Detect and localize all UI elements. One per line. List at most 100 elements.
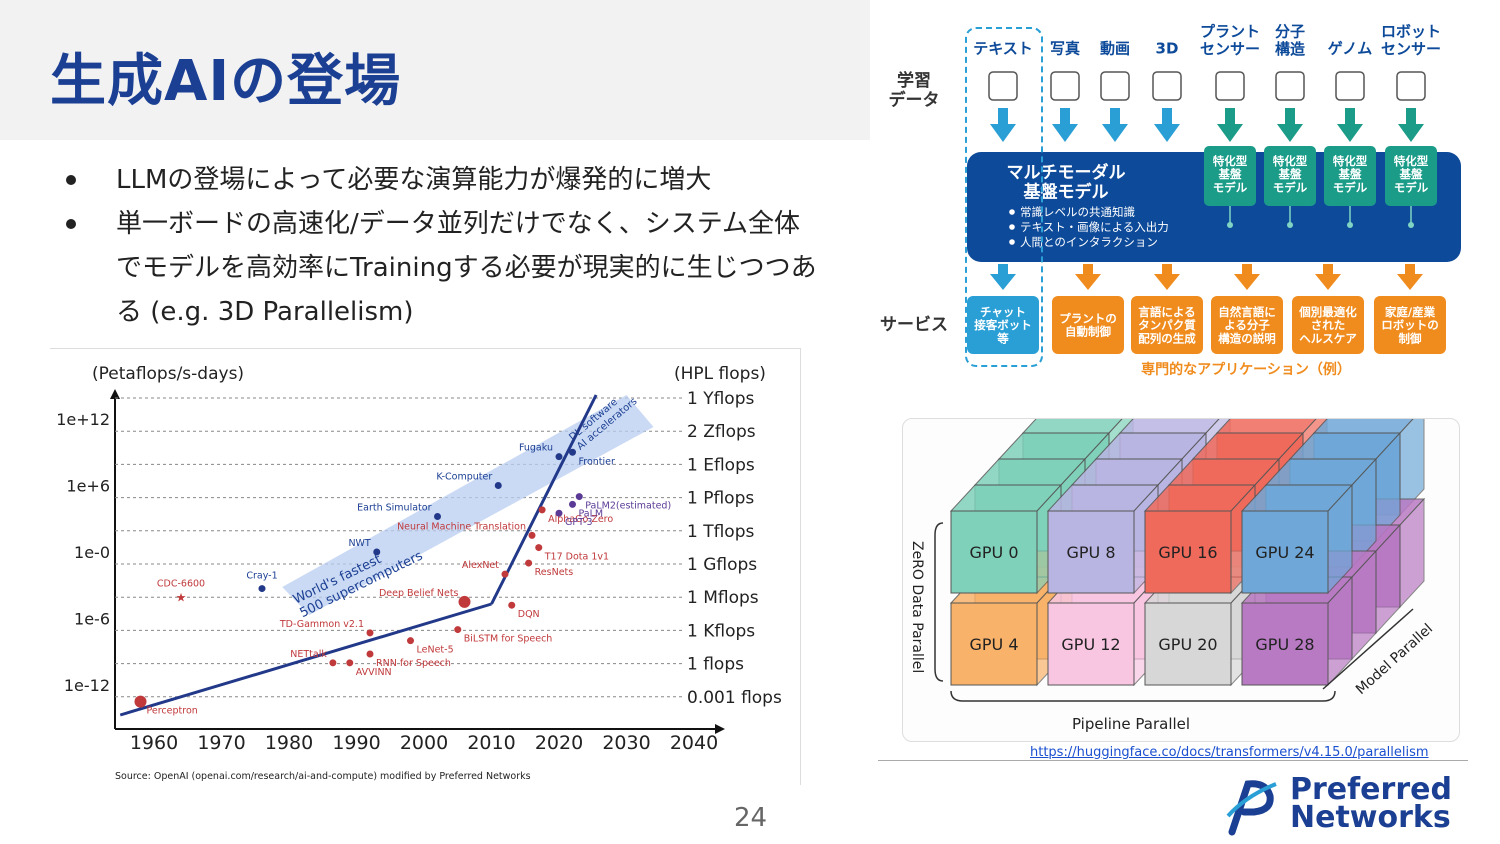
data-label: AVVINN (356, 667, 392, 678)
right-tick-label: 2 Zflops (687, 422, 756, 442)
down-arrow-icon (1075, 274, 1101, 290)
y-tick-label: 1e-0 (74, 543, 110, 562)
input-modality-icon (1335, 71, 1365, 101)
specialized-model-box (1324, 146, 1376, 206)
input-modality-icon (1152, 71, 1182, 101)
data-label: DQN (518, 609, 540, 620)
service-box (1292, 296, 1364, 354)
connector-dot-icon (1408, 222, 1414, 228)
x-tick-label: 1960 (130, 732, 178, 754)
core-point-bullet-icon (1009, 209, 1015, 215)
specialized-model-label: 特化型基盤モデル (1273, 154, 1308, 194)
data-label: T17 Dota 1v1 (544, 552, 609, 563)
down-arrow-icon (998, 108, 1008, 126)
axis-label-pipeline-parallel: Pipeline Parallel (1072, 715, 1190, 733)
text-column-highlight (965, 27, 1043, 367)
down-arrow-icon (1397, 274, 1423, 290)
specialized-model-box (1385, 146, 1437, 206)
title-band (0, 0, 870, 140)
down-arrow-icon (1242, 264, 1252, 276)
bottom-bracket (950, 690, 1336, 702)
data-point: ★ (176, 590, 187, 604)
gpu-cube: GPU 24 (1240, 483, 1354, 595)
core-point: 常識レベルの共通知識 (1020, 205, 1135, 219)
data-label: PaLM2(estimated) (585, 501, 671, 512)
vertical-bracket (934, 522, 944, 682)
page-number: 24 (734, 803, 768, 833)
down-arrow-icon (1110, 108, 1120, 126)
logo-line-1: Preferred (1290, 772, 1452, 807)
input-label: ゲノム (1328, 39, 1373, 57)
data-label: BiLSTM for Speech (464, 634, 553, 645)
data-point (569, 500, 576, 508)
x-tick-label: 2030 (602, 732, 650, 754)
down-arrow-icon (1162, 264, 1172, 276)
bullet-dot-icon (66, 219, 76, 229)
link-divider (878, 760, 1468, 761)
input-modality-icon (1215, 71, 1245, 101)
data-label: Cray-1 (246, 571, 277, 582)
data-point (407, 637, 414, 645)
down-arrow-icon (1285, 108, 1295, 126)
gpu-cube: GPU 16 (1143, 483, 1257, 595)
input-label: テキスト (973, 39, 1033, 57)
data-label: GPT-3 (565, 517, 593, 528)
down-arrow-icon (990, 124, 1016, 142)
right-tick-label: 1 Yflops (687, 389, 755, 409)
data-point (538, 506, 546, 514)
service-label: 個別最適化されたヘルスケア (1298, 305, 1357, 345)
data-label: RNN for Speech (376, 658, 451, 669)
data-point (528, 531, 536, 539)
input-modality-icon (1050, 71, 1080, 101)
cube-front (1047, 602, 1135, 686)
right-tick-label: 1 flops (687, 655, 744, 675)
cube-front (1144, 510, 1232, 594)
right-axis-label: (HPL flops) (674, 364, 766, 384)
down-arrow-icon (1154, 274, 1180, 290)
data-point (494, 482, 502, 489)
right-tick-label: 1 Gflops (687, 555, 757, 575)
service-box (1374, 296, 1446, 354)
cube-front (1241, 510, 1329, 594)
right-tick-label: 1 Mflops (687, 588, 759, 608)
row-label-services: サービス (880, 315, 948, 335)
data-point (258, 585, 266, 593)
right-tick-label: 1 Kflops (687, 621, 755, 641)
multimodal-diagram-panel: テキスト 写真 動画 3D プラントセンサー 分子構造 ゲノム ロボットセンサー 学習データ サー… (870, 12, 1474, 384)
input-modality-icon (1396, 71, 1426, 101)
core-point: 人間とのインタラクション (1020, 235, 1158, 249)
x-tick-label: 2000 (400, 732, 448, 754)
input-label: 写真 (1050, 39, 1080, 57)
down-arrow-icon (1102, 124, 1128, 142)
core-point-bullet-icon (1009, 224, 1015, 230)
core-point-bullet-icon (1009, 239, 1015, 245)
source-link[interactable]: https://huggingface.co/docs/transformers… (1030, 745, 1429, 760)
compute-chart-panel: (Petaflops/s-days) (HPL flops) 1 Yflops 2 Z… (50, 348, 801, 785)
company-logo: Preferred Networks (1222, 772, 1482, 836)
bullet-text: 単一ボードの高速化/データ並列だけでなく、システム全体でモデルを高効率にTrai… (116, 209, 817, 327)
connector-dot-icon (1227, 222, 1233, 228)
pfn-logo-icon (1226, 780, 1277, 836)
down-arrow-icon (1154, 124, 1180, 142)
logo-wordmark: Preferred Networks (1290, 772, 1452, 833)
down-arrow-icon (1323, 264, 1333, 276)
down-arrow-icon (1052, 124, 1078, 142)
down-arrow-icon (1277, 124, 1303, 142)
bullet-item: 単一ボードの高速化/データ並列だけでなく、システム全体でモデルを高効率にTrai… (60, 202, 820, 334)
specialized-model-box (1204, 146, 1256, 206)
specialized-model-label: 特化型基盤モデル (1333, 154, 1368, 194)
bullet-dot-icon (66, 175, 76, 185)
data-label: Perceptron (147, 706, 198, 717)
data-point (458, 595, 471, 608)
cube-front (1144, 602, 1232, 686)
service-box (1131, 296, 1203, 354)
down-arrow-icon (1406, 108, 1416, 126)
down-arrow-icon (990, 274, 1016, 290)
x-axis-arrow-icon (715, 724, 725, 734)
y-tick-label: 1e+6 (66, 477, 110, 496)
data-point (454, 626, 462, 634)
right-tick-label: 1 Pflops (687, 489, 754, 509)
data-point (366, 650, 374, 658)
data-label: LeNet-5 (417, 645, 454, 656)
